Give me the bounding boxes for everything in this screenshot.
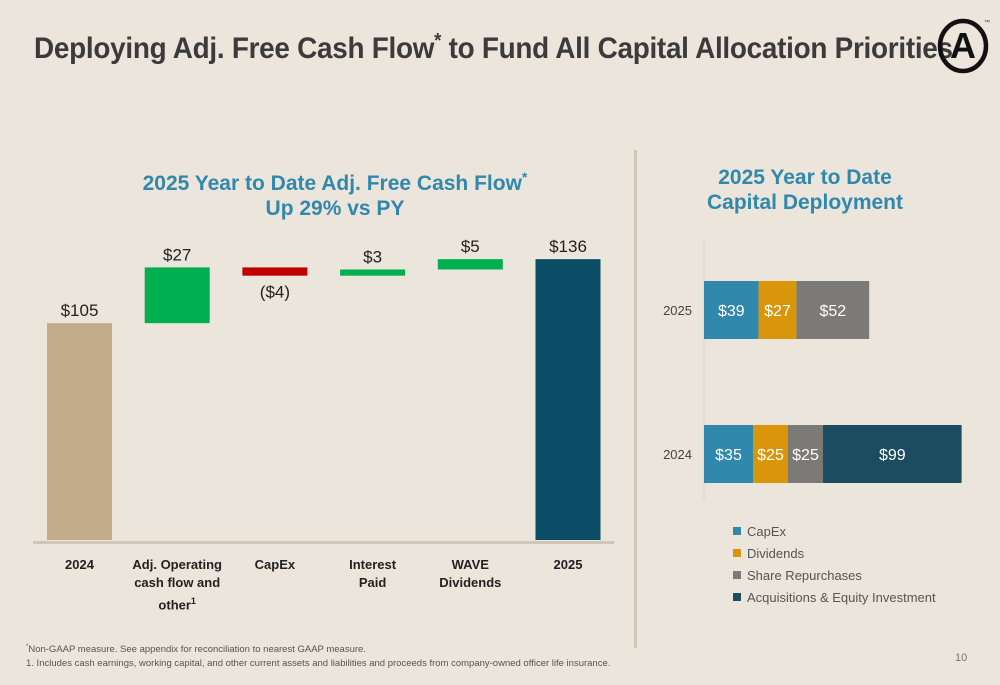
waterfall-bar-3 xyxy=(340,269,406,276)
legend-swatch-0 xyxy=(733,527,741,535)
deployment-legend: CapEx Dividends Share Repurchases Acquisiti… xyxy=(733,520,936,608)
waterfall-data-label-0: $105 xyxy=(61,301,99,320)
deployment-category-label-2024: 2024 xyxy=(663,447,692,462)
deployment-chart-title: 2025 Year to Date Capital Deployment xyxy=(706,166,904,214)
deployment-segment-2024-1 xyxy=(753,425,788,483)
legend-item-1: Dividends xyxy=(733,542,936,564)
waterfall-data-label-5: $136 xyxy=(549,237,587,256)
legend-label-1: Dividends xyxy=(747,545,805,561)
logo-letter: A xyxy=(950,25,976,66)
deployment-segment-2025-2 xyxy=(796,281,870,339)
page-number: 10 xyxy=(955,652,968,664)
legend-item-2: Share Repurchases xyxy=(733,564,936,586)
waterfall-bar-2 xyxy=(242,267,308,276)
chart-divider xyxy=(634,150,637,648)
waterfall-data-label-3: $3 xyxy=(363,247,382,266)
waterfall-bar-0 xyxy=(47,323,112,540)
company-logo: A xyxy=(937,18,989,74)
waterfall-category-label-4: WAVE Dividends xyxy=(439,557,502,590)
deployment-segment-label-2024-1: $25 xyxy=(757,447,784,464)
trademark-mark: ™ xyxy=(984,20,990,26)
deployment-segment-label-2024-2: $25 xyxy=(792,447,819,464)
waterfall-x-axis-line xyxy=(33,541,614,544)
deployment-segment-label-2024-3: $99 xyxy=(879,447,906,464)
waterfall-data-label-4: $5 xyxy=(461,237,480,256)
legend-item-3: Acquisitions & Equity Investment xyxy=(733,586,936,608)
legend-label-3: Acquisitions & Equity Investment xyxy=(747,589,936,605)
waterfall-title-mark: * xyxy=(521,169,528,185)
deployment-segment-2025-0 xyxy=(704,281,759,339)
deployment-segment-label-2025-2: $52 xyxy=(819,303,846,320)
deployment-segment-2024-3 xyxy=(823,425,962,483)
legend-label-2: Share Repurchases xyxy=(747,567,862,583)
waterfall-bar-4 xyxy=(437,259,503,270)
waterfall-category-label-3: Interest Paid xyxy=(349,557,397,590)
deployment-category-label-2025: 2025 xyxy=(663,303,692,318)
deployment-segment-2025-1 xyxy=(758,281,797,339)
legend-swatch-1 xyxy=(733,549,741,557)
deployment-segment-2024-2 xyxy=(788,425,823,483)
deployment-segment-label-2025-1: $27 xyxy=(764,303,791,320)
waterfall-category-label-0: 2024 xyxy=(65,557,94,572)
footnote-1: *Non-GAAP measure. See appendix for reco… xyxy=(26,644,366,656)
legend-item-0: CapEx xyxy=(733,520,936,542)
legend-label-0: CapEx xyxy=(747,523,787,539)
waterfall-chart-title: 2025 Year to Date Adj. Free Cash Flow* U… xyxy=(142,169,528,220)
waterfall-chart: $105 $27 ($4) $3 $5 $136 xyxy=(33,237,614,544)
deployment-segment-2024-0 xyxy=(704,425,753,483)
deployment-segment-label-2025-0: $39 xyxy=(718,303,745,320)
waterfall-category-label-5: 2025 xyxy=(553,557,583,572)
deployment-segment-label-2024-0: $35 xyxy=(715,447,742,464)
waterfall-data-label-1: $27 xyxy=(163,245,191,264)
waterfall-bar-5 xyxy=(535,259,601,540)
deployment-stacked-bar-chart: 2025 $39 $27 $52 2024 $35 $25 $25 $99 xyxy=(663,238,962,500)
waterfall-category-label-2: CapEx xyxy=(254,557,296,572)
page-title: Deploying Adj. Free Cash Flow* to Fund A… xyxy=(34,30,953,65)
title-footnote-mark: * xyxy=(434,30,442,52)
legend-swatch-3 xyxy=(733,593,741,601)
waterfall-data-label-2: ($4) xyxy=(260,283,290,302)
footnote-2: 1. Includes cash earnings, working capit… xyxy=(26,658,611,669)
waterfall-category-label-1: Adj. Operating cash flow and other1 xyxy=(132,557,222,613)
legend-swatch-2 xyxy=(733,571,741,579)
waterfall-bar-1 xyxy=(144,267,210,324)
